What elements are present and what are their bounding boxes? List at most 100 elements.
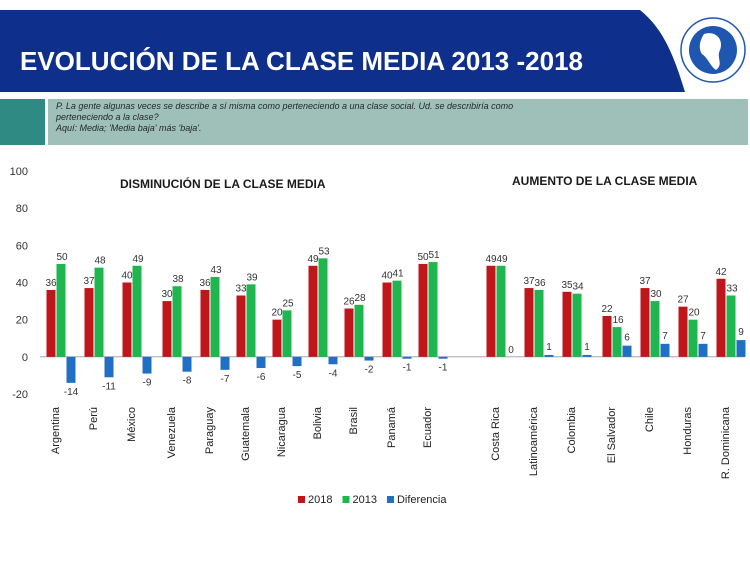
data-label-diferencia: 0 [508,345,514,356]
y-tick-label: 40 [16,278,28,290]
data-label-2018: 37 [523,276,535,287]
y-tick-label: 80 [16,203,28,215]
question-line-2: perteneciendo a la clase? [56,112,159,122]
bar-2013 [210,276,220,357]
bar-2013 [354,304,364,357]
category-label: El Salvador [606,407,618,464]
data-label-2018: 37 [639,276,651,287]
data-label-2018: 35 [561,280,573,291]
data-label-2018: 49 [307,254,319,265]
bar-2018 [122,282,132,357]
data-label-2013: 53 [318,246,330,257]
bar-2018 [308,265,318,357]
legend-swatch [386,496,394,503]
data-label-2013: 34 [572,282,584,293]
bar-2013 [132,265,142,357]
bar-2018 [716,278,726,357]
data-label-2018: 20 [271,308,283,319]
bar-diferencia [622,345,632,357]
category-label: Colombia [566,406,578,453]
bar-diferencia [402,356,412,359]
data-label-diferencia: -1 [403,363,412,374]
bar-diferencia [660,343,670,357]
data-label-diferencia: 7 [700,331,706,342]
y-tick-label: 0 [22,352,28,364]
data-label-diferencia: -9 [143,378,152,389]
data-label-diferencia: -8 [183,376,192,387]
bar-2013 [572,293,582,357]
data-label-diferencia: -4 [329,368,338,379]
bar-2013 [688,319,698,357]
legend-label: Diferencia [397,494,447,506]
data-label-diferencia: 6 [624,333,630,344]
data-label-2013: 39 [246,272,258,283]
legend-label: 2013 [352,494,376,506]
bar-diferencia [438,356,448,359]
bar-2018 [602,315,612,357]
category-label: Nicaragua [276,406,288,457]
data-label-diferencia: -6 [257,372,266,383]
bar-2013 [612,327,622,357]
bar-diferencia [104,356,114,378]
bar-2018 [200,289,210,357]
bar-2018 [236,295,246,357]
bar-2018 [562,291,572,357]
bar-diferencia [544,354,554,357]
bar-2018 [678,306,688,357]
question-box: P. La gente algunas veces se describe a … [48,99,748,145]
category-label: Bolivia [312,406,324,439]
section-title-decrease: DISMINUCIÓN DE LA CLASE MEDIA [120,176,326,191]
y-tick-label: 60 [16,240,28,252]
data-label-2013: 28 [354,293,366,304]
bar-2013 [534,289,544,357]
data-label-diferencia: 7 [662,331,668,342]
bar-2018 [344,308,354,357]
category-label: Argentina [50,406,62,454]
data-label-2013: 43 [210,265,222,276]
data-label-2018: 42 [715,267,727,278]
bar-diferencia [182,356,192,372]
data-label-diferencia: -1 [439,363,448,374]
data-label-diferencia: -11 [102,381,116,392]
bar-diferencia [220,356,230,370]
bar-2013 [94,267,104,357]
data-label-2018: 22 [601,304,613,315]
bar-diferencia [736,340,746,357]
y-tick-label: 20 [16,315,28,327]
category-label: Brasil [348,407,360,435]
bar-2013 [318,258,328,357]
category-label: R. Dominicana [720,406,732,479]
data-label-diferencia: -7 [221,374,230,385]
bar-2018 [418,263,428,357]
category-label: Ecuador [422,407,434,448]
y-tick-label: 100 [10,166,28,178]
bar-diferencia [698,343,708,357]
data-label-2018: 30 [161,289,173,300]
bar-2018 [382,282,392,357]
data-label-2013: 33 [726,284,738,295]
legend: 2018 2013 Diferencia [298,494,447,506]
bar-diferencia [256,356,266,368]
data-label-2013: 25 [282,298,294,309]
bar-2013 [246,284,256,357]
category-label: Chile [644,407,656,432]
data-label-2013: 38 [172,274,184,285]
bar-2013 [282,310,292,357]
data-label-diferencia: -2 [365,365,374,376]
data-label-diferencia: -5 [293,370,302,381]
data-label-diferencia: 1 [546,342,552,353]
bar-2018 [486,265,496,357]
bar-diferencia [328,356,338,365]
data-label-2018: 50 [417,252,429,263]
data-label-2018: 49 [485,254,497,265]
data-label-diferencia: 9 [738,327,744,338]
category-label: Costa Rica [490,406,502,461]
data-label-2018: 36 [199,278,211,289]
logo [680,17,746,83]
question-line-1: P. La gente algunas veces se describe a … [56,101,514,111]
data-label-2013: 30 [650,289,662,300]
bar-diferencia [582,354,592,357]
y-tick-label: -20 [12,389,28,401]
data-label-diferencia: -14 [64,387,79,398]
bar-2013 [496,265,506,357]
